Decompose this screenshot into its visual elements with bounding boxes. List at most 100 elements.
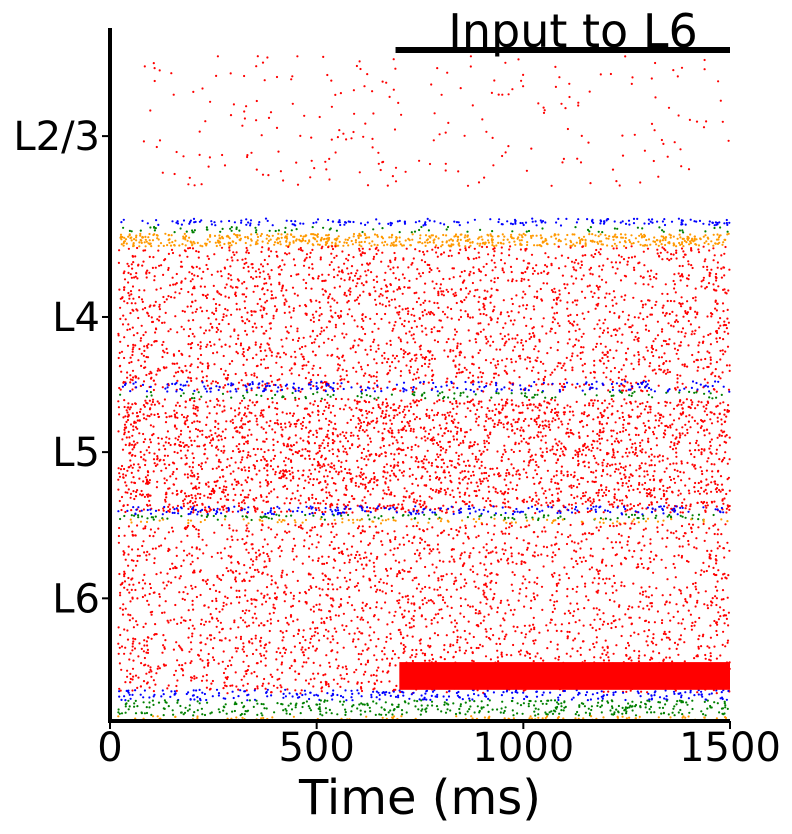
spike-dot bbox=[711, 470, 714, 473]
spike-dot bbox=[709, 343, 713, 346]
spike-dot bbox=[549, 330, 552, 333]
spike-dot bbox=[377, 344, 380, 347]
spike-dot bbox=[180, 223, 183, 226]
spike-dot bbox=[198, 398, 201, 401]
spike-dot bbox=[647, 379, 650, 382]
spike-dot bbox=[599, 253, 602, 256]
spike-dot bbox=[271, 397, 274, 400]
spike-dot bbox=[295, 161, 298, 164]
spike-dot bbox=[709, 392, 712, 395]
spike-dot bbox=[570, 260, 574, 263]
spike-dot bbox=[715, 276, 718, 280]
spike-dot bbox=[175, 150, 178, 154]
spike-dot bbox=[544, 264, 547, 267]
spike-dot bbox=[536, 406, 539, 409]
spike-dot bbox=[261, 265, 265, 268]
spike-dot bbox=[404, 170, 407, 173]
spike-dot bbox=[400, 471, 404, 474]
spike-dot bbox=[152, 425, 155, 428]
spike-dot bbox=[496, 276, 499, 280]
spike-dot bbox=[210, 382, 213, 385]
spike-dot bbox=[230, 256, 233, 259]
spike-dot bbox=[356, 282, 359, 285]
spike-dot bbox=[706, 385, 710, 388]
spike-dot bbox=[541, 325, 544, 328]
spike-dot bbox=[595, 380, 598, 383]
spike-dot bbox=[514, 222, 517, 225]
spike-dot bbox=[409, 244, 412, 247]
spike-dot bbox=[272, 457, 275, 460]
spike-dot bbox=[265, 282, 268, 285]
spike-dot bbox=[321, 273, 324, 276]
spike-dot bbox=[375, 371, 379, 374]
spike-dot bbox=[612, 247, 615, 250]
spike-dot bbox=[536, 244, 539, 247]
spike-dot bbox=[720, 460, 724, 463]
spike-dot bbox=[360, 240, 363, 244]
spike-dot bbox=[647, 218, 651, 221]
spike-dot bbox=[167, 233, 170, 237]
spike-dot bbox=[344, 238, 347, 241]
spike-dot bbox=[364, 122, 367, 125]
spike-dot bbox=[312, 316, 315, 319]
spike-dot bbox=[494, 381, 498, 384]
spike-dot bbox=[118, 413, 121, 416]
spike-dot bbox=[259, 234, 262, 237]
spike-dot bbox=[475, 460, 479, 463]
spike-dot bbox=[350, 480, 353, 483]
spike-dot bbox=[315, 385, 318, 388]
spike-dot bbox=[226, 390, 229, 393]
spike-dot bbox=[569, 313, 572, 316]
spike-dot bbox=[356, 402, 359, 405]
spike-dot bbox=[237, 381, 241, 384]
spike-dot bbox=[427, 432, 431, 435]
spike-dot bbox=[617, 488, 620, 491]
spike-dot bbox=[291, 453, 294, 456]
spike-dot bbox=[450, 307, 453, 311]
spike-dot bbox=[620, 391, 624, 394]
spike-dot bbox=[657, 384, 660, 387]
spike-dot bbox=[497, 93, 500, 96]
spike-dot bbox=[389, 464, 392, 467]
spike-dot bbox=[723, 330, 726, 333]
spike-dot bbox=[240, 379, 243, 382]
spike-dot bbox=[687, 319, 690, 323]
spike-dot bbox=[505, 357, 508, 360]
spike-dot bbox=[630, 234, 633, 237]
spike-dot bbox=[130, 293, 133, 296]
spike-dot bbox=[723, 288, 726, 291]
spike-dot bbox=[637, 363, 641, 366]
spike-dot bbox=[130, 302, 133, 305]
spike-dot bbox=[452, 349, 455, 352]
spike-dot bbox=[188, 176, 191, 179]
spike-dot bbox=[401, 308, 404, 311]
spike-dot bbox=[139, 339, 142, 342]
spike-dot bbox=[184, 384, 187, 387]
spike-dot bbox=[581, 389, 584, 392]
spike-dot bbox=[189, 505, 192, 508]
spike-dot bbox=[719, 377, 722, 380]
spike-dot bbox=[624, 380, 627, 383]
spike-dot bbox=[210, 220, 213, 223]
spike-dot bbox=[358, 171, 361, 174]
spike-dot bbox=[156, 318, 159, 321]
spike-dot bbox=[469, 244, 472, 247]
spike-dot bbox=[485, 245, 488, 249]
spike-dot bbox=[456, 238, 460, 241]
spike-dot bbox=[619, 233, 623, 236]
spike-dot bbox=[138, 289, 141, 292]
spike-dot bbox=[544, 221, 547, 224]
spike-dot bbox=[270, 250, 273, 253]
spike-dot bbox=[716, 436, 719, 439]
spike-dot bbox=[282, 351, 286, 354]
spike-dot bbox=[234, 372, 237, 376]
spike-dot bbox=[398, 240, 401, 243]
spike-dot bbox=[426, 250, 429, 253]
spike-dot bbox=[610, 261, 613, 264]
spike-dot bbox=[578, 435, 581, 438]
spike-dot bbox=[210, 387, 213, 390]
spike-dot bbox=[189, 327, 192, 331]
spike-dot bbox=[591, 239, 594, 242]
spike-dot bbox=[128, 229, 131, 232]
spike-dot bbox=[418, 250, 421, 253]
